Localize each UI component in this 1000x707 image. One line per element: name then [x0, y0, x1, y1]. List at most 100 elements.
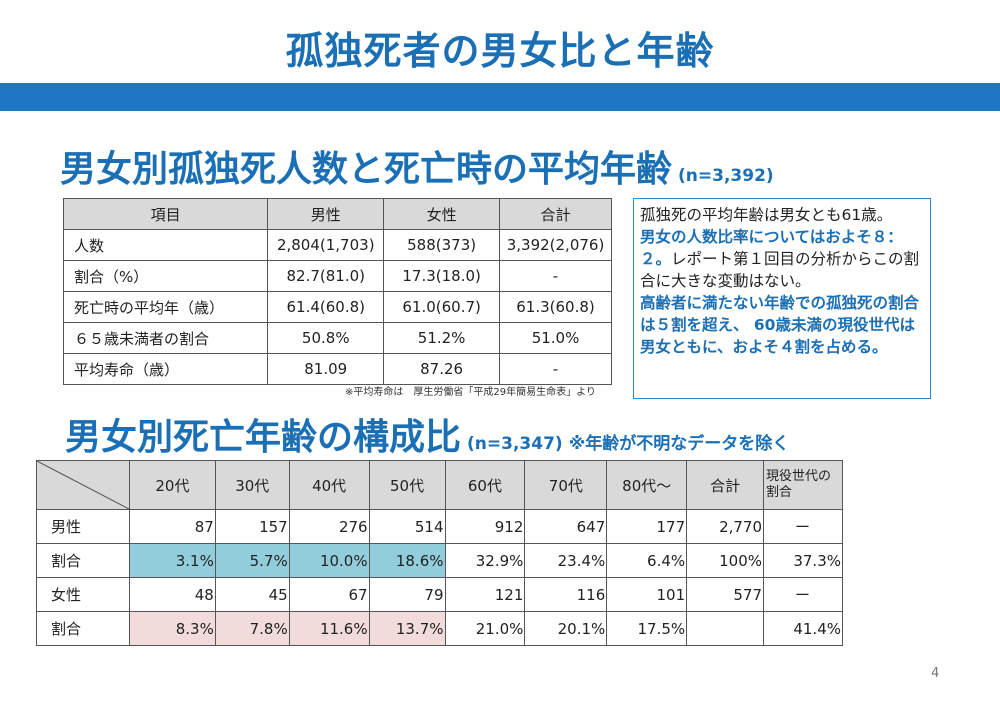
table-row: ６５歳未満者の割合 50.8% 51.2% 51.0%	[62, 322, 612, 354]
header-cell: 項目	[62, 198, 269, 230]
corner-cell	[36, 460, 130, 510]
summary-box: 孤独死の平均年齢は男女とも61歳。 男女の人数比率についてはおよそ８：２。レポー…	[633, 198, 931, 399]
diagonal-line	[37, 461, 129, 509]
title-bar	[0, 83, 1000, 111]
table-cell: 67	[288, 577, 370, 612]
table-cell: 116	[524, 577, 608, 612]
row-label: 人数	[62, 229, 269, 261]
section1-title: 男女別孤独死人数と死亡時の平均年齢	[60, 149, 673, 190]
table-cell: 82.7(81.0)	[267, 260, 385, 292]
table-row: 女性 48 45 67 79 121 116 101 577 ー	[36, 577, 843, 612]
table-cell: 17.5%	[606, 611, 688, 646]
table-cell	[686, 611, 765, 646]
row-label: 女性	[36, 577, 130, 612]
table-cell: 23.4%	[524, 543, 608, 578]
summary-text-1: 孤独死の平均年齢は男女とも61歳。	[640, 206, 893, 224]
row-label: 死亡時の平均年（歳）	[62, 291, 269, 323]
table-cell: 11.6%	[288, 611, 370, 646]
table-cell: 157	[214, 509, 290, 544]
table-cell: 87.26	[383, 353, 501, 385]
table-cell: 21.0%	[444, 611, 526, 646]
header-cell: 80代～	[606, 460, 688, 510]
table-cell: 61.3(60.8)	[499, 291, 612, 323]
table-cell: 101	[606, 577, 688, 612]
header-cell: 女性	[383, 198, 501, 230]
table-cell: -	[499, 260, 612, 292]
table-cell: 6.4%	[606, 543, 688, 578]
page-title: 孤独死者の男女比と年齢	[285, 29, 715, 73]
table-cell: 51.0%	[499, 322, 612, 354]
table-cell: 10.0%	[288, 543, 370, 578]
section2-remark: ※年齢が不明なデータを除く	[568, 434, 790, 454]
table-cell: 81.09	[267, 353, 385, 385]
table-cell: 276	[288, 509, 370, 544]
table-cell: 7.8%	[214, 611, 290, 646]
header-cell: 男性	[267, 198, 385, 230]
row-label: 割合（%）	[62, 260, 269, 292]
table-cell: 3.1%	[129, 543, 216, 578]
table-cell: 45	[214, 577, 290, 612]
header-cell: 20代	[129, 460, 216, 510]
table-cell: 177	[606, 509, 688, 544]
table-cell: 2,804(1,703)	[267, 229, 385, 261]
row-label: 男性	[36, 509, 130, 544]
table-cell: ー	[763, 509, 843, 544]
table-cell: 61.0(60.7)	[383, 291, 501, 323]
header-cell: 現役世代の割合	[763, 460, 843, 510]
table-cell: 647	[524, 509, 608, 544]
table-cell: 79	[368, 577, 446, 612]
table-cell: 3,392(2,076)	[499, 229, 612, 261]
table-cell: 32.9%	[444, 543, 526, 578]
table-row: 男性 87 157 276 514 912 647 177 2,770 ー	[36, 509, 843, 544]
table-row: 平均寿命（歳） 81.09 87.26 -	[62, 353, 612, 385]
table-row: 死亡時の平均年（歳） 61.4(60.8) 61.0(60.7) 61.3(60…	[62, 291, 612, 323]
table-cell: ー	[763, 577, 843, 612]
table-cell: -	[499, 353, 612, 385]
page-number: 4	[931, 666, 940, 681]
table-cell: 87	[129, 509, 216, 544]
table-row: 人数 2,804(1,703) 588(373) 3,392(2,076)	[62, 229, 612, 261]
table-cell: 17.3(18.0)	[383, 260, 501, 292]
table-cell: 121	[444, 577, 526, 612]
table-cell: 18.6%	[368, 543, 446, 578]
summary-highlight-1: 男女の人数比率についてはおよそ８：２。	[640, 228, 903, 268]
table-cell: 41.4%	[763, 611, 843, 646]
age-composition-table: 20代 30代 40代 50代 60代 70代 80代～ 合計 現役世代の割合 …	[36, 460, 843, 646]
row-label: 割合	[36, 611, 130, 646]
table-cell: 50.8%	[267, 322, 385, 354]
table-cell: 51.2%	[383, 322, 501, 354]
summary-text-2: レポート第１回目の分析からこの割合に大きな変動はない。	[640, 250, 920, 290]
table-row: 割合（%） 82.7(81.0) 17.3(18.0) -	[62, 260, 612, 292]
table-cell: 2,770	[686, 509, 765, 544]
table-row: 割合 3.1% 5.7% 10.0% 18.6% 32.9% 23.4% 6.4…	[36, 543, 843, 578]
table-header-row: 項目 男性 女性 合計	[62, 198, 612, 230]
table-cell: 13.7%	[368, 611, 446, 646]
row-label: 割合	[36, 543, 130, 578]
table-header-row: 20代 30代 40代 50代 60代 70代 80代～ 合計 現役世代の割合	[36, 460, 843, 510]
table-cell: 37.3%	[763, 543, 843, 578]
table-cell: 61.4(60.8)	[267, 291, 385, 323]
table-cell: 5.7%	[214, 543, 290, 578]
table-row: 割合 8.3% 7.8% 11.6% 13.7% 21.0% 20.1% 17.…	[36, 611, 843, 646]
source-note: ※平均寿命は 厚生労働省「平成29年簡易生命表」より	[345, 387, 596, 398]
table-cell: 100%	[686, 543, 765, 578]
table-cell: 577	[686, 577, 765, 612]
row-label: ６５歳未満者の割合	[62, 322, 269, 354]
header-cell: 50代	[368, 460, 446, 510]
table-cell: 48	[129, 577, 216, 612]
table-cell: 20.1%	[524, 611, 608, 646]
section2-sample: (n=3,347)	[467, 434, 563, 454]
gender-stats-table: 項目 男性 女性 合計 人数 2,804(1,703) 588(373) 3,3…	[62, 198, 612, 385]
section2-title: 男女別死亡年齢の構成比	[65, 417, 462, 458]
summary-highlight-2: 高齢者に満たない年齢での孤独死の割合は５割を超え、 60歳未満の現役世代は男女と…	[640, 294, 920, 356]
table-cell: 588(373)	[383, 229, 501, 261]
header-cell: 60代	[444, 460, 526, 510]
table-cell: 912	[444, 509, 526, 544]
table-cell: 514	[368, 509, 446, 544]
row-label: 平均寿命（歳）	[62, 353, 269, 385]
header-cell: 40代	[288, 460, 370, 510]
section1-heading: 男女別孤独死人数と死亡時の平均年齢 (n=3,392)	[60, 140, 774, 192]
header-cell: 合計	[499, 198, 612, 230]
section1-sample: (n=3,392)	[678, 166, 774, 186]
header-cell: 合計	[686, 460, 765, 510]
